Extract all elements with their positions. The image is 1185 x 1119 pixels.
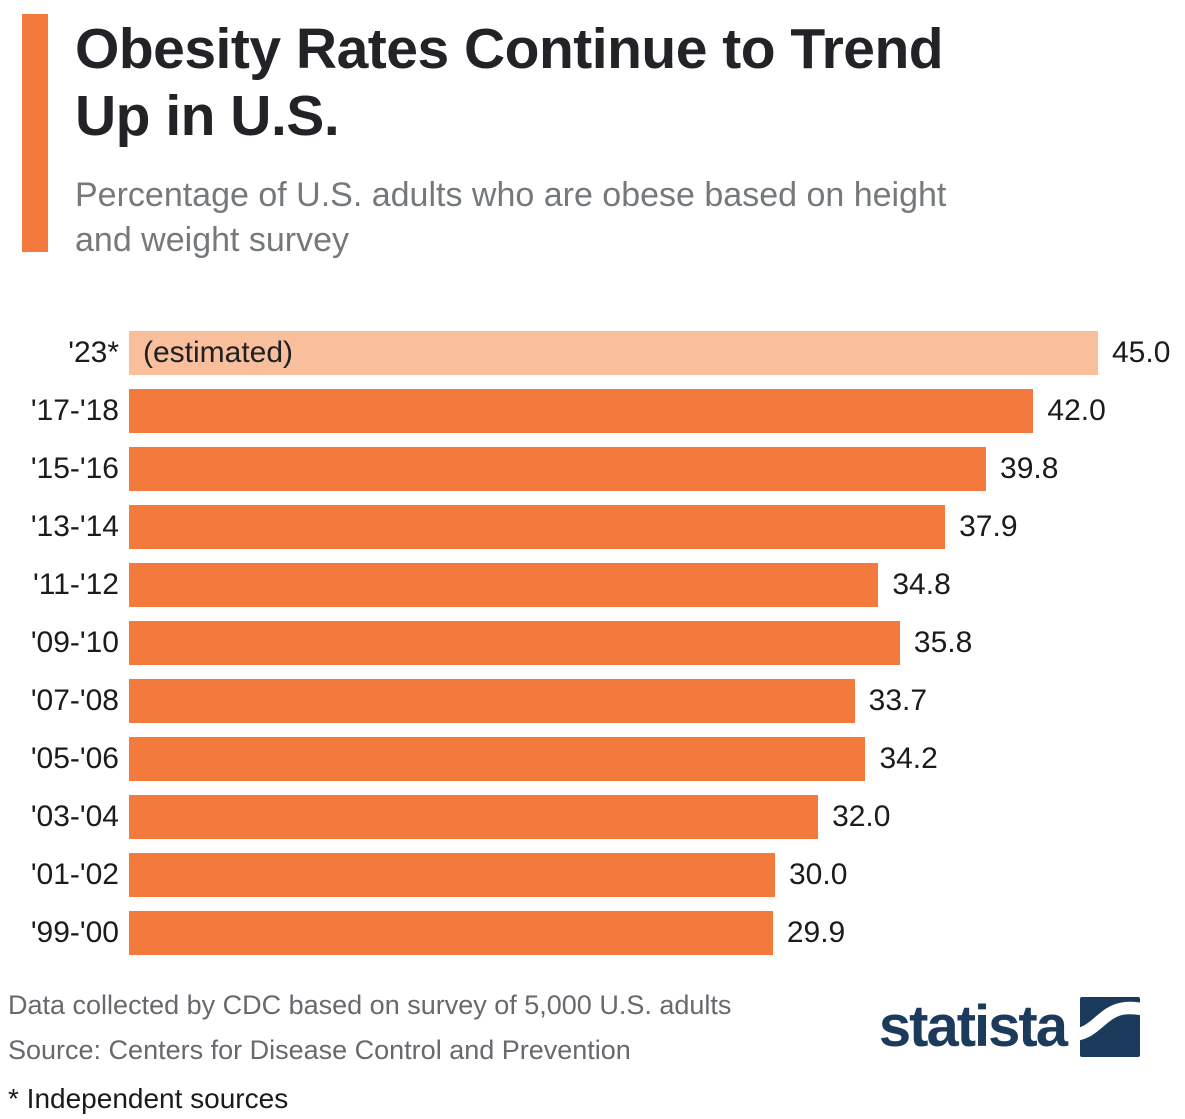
- header: Obesity Rates Continue to Trend Up in U.…: [0, 0, 1185, 263]
- category-label: '17-'18: [30, 394, 119, 428]
- note-data-collection: Data collected by CDC based on survey of…: [8, 990, 732, 1021]
- chart-row: '07-'08 33.7: [0, 679, 1185, 724]
- bar: [129, 853, 775, 898]
- chart-row: '09-'10 35.8: [0, 621, 1185, 666]
- value-label: 39.8: [1000, 452, 1059, 486]
- bar: [129, 911, 773, 956]
- chart-row: '03-'04 32.0: [0, 795, 1185, 840]
- category-label: '11-'12: [33, 568, 119, 602]
- category-label: '05-'06: [30, 742, 119, 776]
- value-label: 35.8: [913, 626, 973, 660]
- bar-track: 35.8: [129, 621, 1185, 666]
- chart-row: '05-'06 34.2: [0, 737, 1185, 782]
- bar-track: 29.9: [129, 911, 1185, 956]
- category-label: '09-'10: [30, 626, 119, 660]
- bar: [129, 679, 855, 724]
- category-label: '99-'00: [30, 916, 119, 950]
- note-source: Source: Centers for Disease Control and …: [8, 1034, 631, 1065]
- value-label: 45.0: [1112, 336, 1171, 370]
- bar: [129, 737, 866, 782]
- bar: [129, 389, 1034, 434]
- statista-logo-icon: [1080, 997, 1140, 1058]
- bar: [129, 563, 879, 608]
- chart-row: '01-'02 30.0: [0, 853, 1185, 898]
- category-label: '07-'08: [30, 684, 119, 718]
- bar-track: 42.0: [129, 389, 1185, 434]
- bar-track: 37.9: [129, 505, 1185, 550]
- page-title: Obesity Rates Continue to Trend Up in U.…: [75, 17, 944, 148]
- bar-track: 33.7: [129, 679, 1185, 724]
- chart-row: '99-'00 29.9: [0, 911, 1185, 956]
- bar-chart: '23* (estimated) 45.0 '17-'18 42.0 '15-'16 39.…: [0, 331, 1185, 956]
- bar-track: 34.2: [129, 737, 1185, 782]
- value-label: 29.9: [786, 916, 846, 950]
- bar: [129, 621, 900, 666]
- value-label: 33.7: [868, 684, 928, 718]
- chart-row: '17-'18 42.0: [0, 389, 1185, 434]
- bar: [129, 447, 987, 492]
- value-label: 37.9: [959, 510, 1018, 544]
- note-asterisk: * Independent sources: [8, 1082, 289, 1114]
- category-label: '03-'04: [30, 800, 119, 834]
- title-block: Obesity Rates Continue to Trend Up in U.…: [75, 14, 1005, 263]
- value-label: 42.0: [1047, 394, 1106, 428]
- bar-track: 34.8: [129, 563, 1185, 608]
- category-label: '01-'02: [30, 858, 119, 892]
- chart-row: '23* (estimated) 45.0: [0, 331, 1185, 376]
- bar-track: 30.0: [129, 853, 1185, 898]
- footer: Data collected by CDC based on survey of…: [0, 989, 1185, 1115]
- statista-logo-text: statista: [878, 994, 1068, 1060]
- value-label: 30.0: [789, 858, 848, 892]
- bar: (estimated): [129, 331, 1098, 376]
- chart-row: '13-'14 37.9: [0, 505, 1185, 550]
- page-subtitle: Percentage of U.S. adults who are obese …: [75, 176, 947, 260]
- bar: [129, 505, 946, 550]
- chart-row: '15-'16 39.8: [0, 447, 1185, 492]
- category-label: '15-'16: [30, 452, 119, 486]
- statista-logo: statista: [878, 994, 1140, 1060]
- accent-bar: [22, 14, 48, 252]
- value-label: 32.0: [832, 800, 891, 834]
- bar-annotation: (estimated): [143, 336, 294, 370]
- bar-track: 32.0: [129, 795, 1185, 840]
- value-label: 34.2: [879, 742, 938, 776]
- chart-row: '11-'12 34.8: [0, 563, 1185, 608]
- category-label: '23*: [68, 336, 119, 370]
- bar: [129, 795, 819, 840]
- category-label: '13-'14: [30, 510, 119, 544]
- bar-track: 39.8: [129, 447, 1185, 492]
- value-label: 34.8: [892, 568, 951, 602]
- bar-track: (estimated) 45.0: [129, 331, 1185, 376]
